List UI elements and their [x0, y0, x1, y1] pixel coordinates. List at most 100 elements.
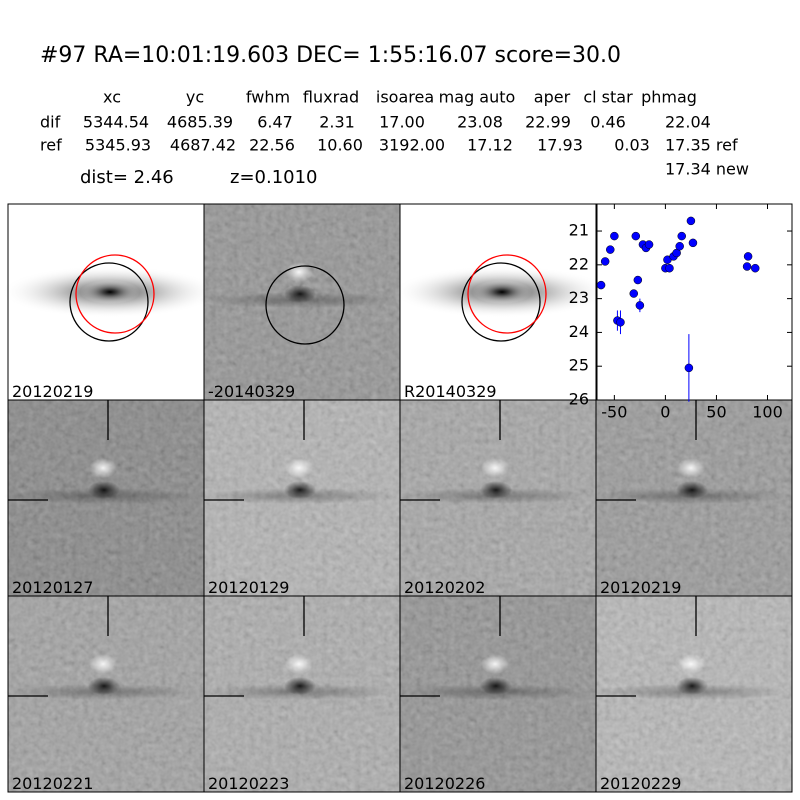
panel-label: 20120219	[12, 382, 93, 401]
image-panel: -20140329	[199, 203, 401, 401]
point	[686, 216, 696, 226]
cell: 5344.54	[83, 113, 149, 132]
point	[600, 257, 610, 266]
image-panel: R20140329	[392, 203, 612, 401]
point	[633, 275, 643, 285]
image-panel: 20120223	[199, 595, 401, 793]
y-tick-label: 22	[569, 254, 589, 273]
panel-label: 20120127	[12, 578, 93, 597]
residual-bright	[677, 654, 705, 674]
plot-bg	[596, 203, 793, 401]
point	[743, 252, 753, 261]
galaxy-core	[80, 280, 140, 304]
residual-bright	[285, 458, 313, 478]
aperture	[461, 262, 541, 342]
residual-dark	[88, 677, 120, 695]
y-tick-label: 21	[569, 221, 589, 240]
y-tick-label: 24	[569, 322, 589, 341]
point	[616, 318, 625, 327]
residual-bright	[481, 458, 509, 478]
residual-bright	[285, 654, 313, 674]
cell: 6.47	[257, 113, 293, 132]
stats-table: xc yc fwhm fluxrad isoarea mag auto aper cl sta…	[40, 88, 749, 189]
residual-dark	[480, 481, 512, 499]
point	[665, 263, 674, 273]
panel-frame	[595, 595, 793, 793]
panel-label: 20120221	[12, 774, 93, 793]
panel-label: 20120129	[208, 578, 289, 597]
point	[750, 263, 760, 273]
panel-label: 20120219	[600, 578, 681, 597]
residual-bright	[285, 262, 313, 282]
residual-dark	[88, 481, 120, 499]
panel-label: 20120229	[600, 774, 681, 793]
image-panel: 20120129	[199, 399, 401, 597]
image-panel: 20120219	[591, 399, 793, 597]
x-tick-label: -50	[601, 403, 627, 422]
residual-bright	[677, 458, 705, 478]
residual-dark	[676, 481, 708, 499]
column-header: isoarea	[376, 88, 434, 107]
point	[677, 231, 686, 241]
cell: 22.56	[249, 136, 295, 155]
title: #97 RA=10:01:19.603 DEC= 1:55:16.07 scor…	[40, 43, 621, 68]
residual-dark	[284, 285, 316, 303]
point	[631, 231, 641, 241]
cell: 17.34 new	[665, 160, 749, 179]
column-header: aper	[534, 88, 571, 107]
y-tick-label: 25	[569, 356, 589, 375]
residual-bright	[89, 654, 117, 674]
column-header: cl star	[583, 88, 633, 107]
point	[675, 241, 684, 251]
aperture	[69, 262, 149, 342]
lightcurve: 21 22 23 24 25 26 -50 0 50 100	[569, 203, 793, 422]
point	[610, 231, 619, 241]
image-panel: 20120226	[395, 595, 597, 793]
y-tick-label: 26	[569, 390, 589, 409]
point	[629, 289, 639, 298]
point	[688, 238, 698, 248]
redshift: z=0.1010	[230, 167, 318, 188]
x-tick-label: 0	[660, 403, 670, 422]
cell: 3192.00	[379, 136, 445, 155]
panel-label: 20120226	[404, 774, 485, 793]
residual-dark	[676, 677, 708, 695]
row-label: ref	[40, 136, 62, 155]
panel-label: R20140329	[404, 382, 497, 401]
cell: 17.35 ref	[665, 136, 738, 155]
panel-label: 20120202	[404, 578, 485, 597]
column-header: xc	[103, 88, 121, 107]
point	[596, 280, 606, 290]
cell: 17.93	[537, 136, 583, 155]
x-tick-label: 50	[706, 403, 726, 422]
panel-label: 20120223	[208, 774, 289, 793]
point	[606, 245, 615, 254]
aperture-ref	[467, 254, 547, 334]
point	[644, 240, 654, 249]
residual-bright	[89, 458, 117, 478]
residual-dark	[284, 481, 316, 499]
panel-label: -20140329	[208, 382, 295, 401]
image-panel: 20120127	[3, 399, 205, 597]
cell: 22.99	[525, 113, 571, 132]
point	[684, 363, 694, 373]
cell: 0.03	[614, 136, 650, 155]
y-tick-label: 23	[569, 288, 589, 307]
cell: 4685.39	[167, 113, 233, 132]
cell: 10.60	[317, 136, 363, 155]
point	[635, 301, 645, 310]
cell: 23.08	[457, 113, 503, 132]
cell: 4687.42	[170, 136, 236, 155]
image-panel: 20120221	[3, 595, 205, 793]
residual-dark	[480, 677, 512, 695]
column-header: mag auto	[439, 88, 516, 107]
point	[742, 262, 752, 271]
column-header: yc	[186, 88, 204, 107]
cell: 0.46	[590, 113, 626, 132]
cell: 5345.93	[85, 136, 151, 155]
image-panel: 20120219	[0, 203, 220, 401]
image-panel: 20120229	[591, 595, 793, 793]
residual-bright	[481, 654, 509, 674]
residual-dark	[284, 677, 316, 695]
